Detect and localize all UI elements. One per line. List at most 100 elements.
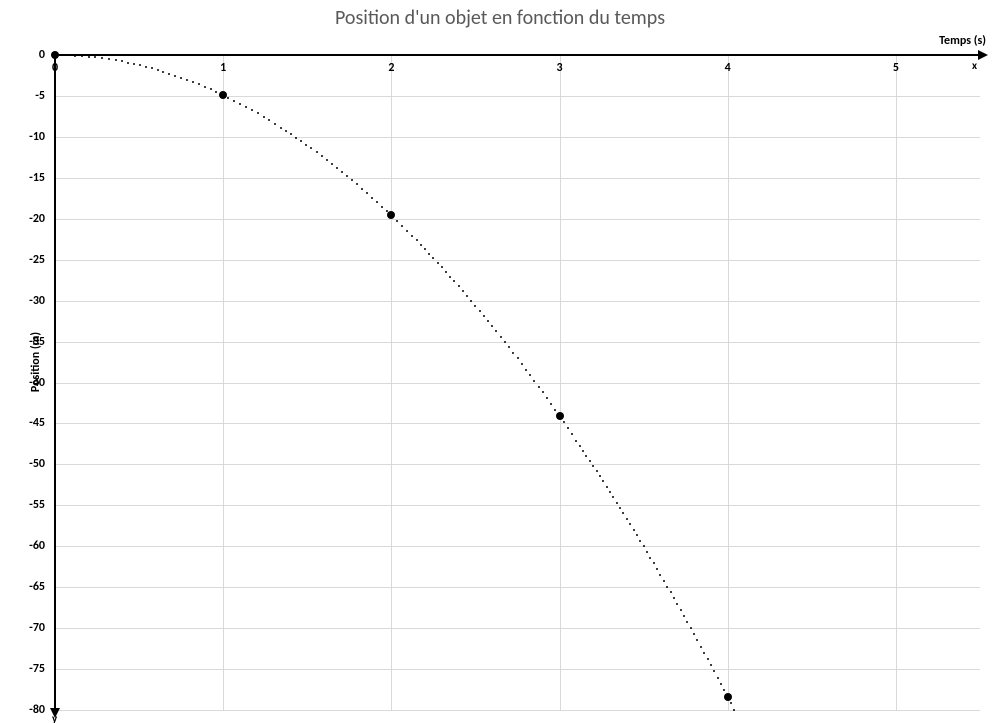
- curve-dot: [285, 130, 287, 132]
- curve-dot: [245, 106, 247, 108]
- x-axis-title: Temps (s): [939, 34, 986, 48]
- curve-dot: [612, 496, 614, 498]
- y-tick-label: -10: [0, 130, 45, 144]
- data-marker: [556, 412, 564, 420]
- y-tick-label: -70: [0, 621, 45, 635]
- curve-dot: [575, 440, 577, 442]
- curve-dot: [512, 352, 514, 354]
- curve-dot: [666, 586, 668, 588]
- y-tick-label: -5: [0, 89, 45, 103]
- curve-dot: [599, 475, 601, 477]
- x-axis-arrow-icon: [978, 50, 988, 60]
- curve-dot: [529, 374, 531, 376]
- curve-dot: [88, 56, 90, 58]
- curve-dot: [619, 507, 621, 509]
- horizontal-gridline: [55, 137, 980, 138]
- curve-dot: [616, 502, 618, 504]
- curve-dot: [274, 123, 276, 125]
- vertical-gridline: [896, 55, 897, 710]
- horizontal-gridline: [55, 301, 980, 302]
- horizontal-gridline: [55, 342, 980, 343]
- curve-dot: [670, 591, 672, 593]
- curve-dot: [717, 677, 719, 679]
- curve-dot: [227, 97, 229, 99]
- curve-dot: [305, 144, 307, 146]
- curve-dot: [683, 615, 685, 617]
- curve-dot: [133, 63, 135, 65]
- vertical-gridline: [223, 55, 224, 710]
- curve-dot: [633, 529, 635, 531]
- curve-dot: [233, 100, 235, 102]
- curve-dot: [310, 147, 312, 149]
- curve-dot: [609, 491, 611, 493]
- horizontal-gridline: [55, 505, 980, 506]
- curve-dot: [653, 562, 655, 564]
- curve-dot: [192, 81, 194, 83]
- curve-dot: [336, 167, 338, 169]
- curve-dot: [424, 248, 426, 250]
- curve-dot: [500, 336, 502, 338]
- curve-dot: [622, 512, 624, 514]
- y-tick-label: -35: [0, 335, 45, 349]
- curve-dot: [441, 266, 443, 268]
- curve-dot: [563, 421, 565, 423]
- curve-dot: [663, 580, 665, 582]
- curve-dot: [521, 363, 523, 365]
- curve-dot: [186, 79, 188, 81]
- curve-dot: [606, 486, 608, 488]
- curve-dot: [589, 460, 591, 462]
- curve-dot: [643, 545, 645, 547]
- y-tick-label: -20: [0, 212, 45, 226]
- curve-dot: [592, 465, 594, 467]
- curve-dot: [495, 330, 497, 332]
- curve-dot: [517, 357, 519, 359]
- y-tick-label: -55: [0, 498, 45, 512]
- data-marker: [387, 211, 395, 219]
- curve-dot: [239, 103, 241, 105]
- curve-dot: [649, 557, 651, 559]
- curve-dot: [168, 73, 170, 75]
- y-tick-label: -40: [0, 376, 45, 390]
- curve-dot: [127, 62, 129, 64]
- horizontal-gridline: [55, 628, 980, 629]
- curve-dot: [542, 391, 544, 393]
- data-marker: [724, 693, 732, 701]
- curve-dot: [263, 116, 265, 118]
- x-axis-end-label: x: [972, 59, 977, 72]
- horizontal-gridline: [55, 219, 980, 220]
- curve-dot: [331, 163, 333, 165]
- curve-dot: [703, 652, 705, 654]
- horizontal-gridline: [55, 96, 980, 97]
- curve-dot: [341, 171, 343, 173]
- curve-dot: [693, 633, 695, 635]
- curve-dot: [567, 427, 569, 429]
- curve-dot: [479, 310, 481, 312]
- y-axis-end-label: y: [52, 712, 57, 723]
- curve-dot: [406, 230, 408, 232]
- curve-dot: [280, 127, 282, 129]
- curve-dot: [366, 192, 368, 194]
- curve-dot: [81, 55, 83, 57]
- y-tick-label: -60: [0, 539, 45, 553]
- x-tick-label: 1: [220, 61, 226, 75]
- chart-title: Position d'un objet en fonction du temps: [0, 6, 1000, 30]
- curve-dot: [546, 397, 548, 399]
- vertical-gridline: [560, 55, 561, 710]
- curve-dot: [381, 206, 383, 208]
- x-tick-label: 5: [893, 61, 899, 75]
- curve-dot: [723, 689, 725, 691]
- curve-dot: [680, 609, 682, 611]
- curve-dot: [453, 280, 455, 282]
- curve-dot: [673, 597, 675, 599]
- curve-dot: [462, 290, 464, 292]
- curve-dot: [626, 518, 628, 520]
- x-axis-line: [55, 54, 980, 56]
- curve-dot: [157, 69, 159, 71]
- curve-dot: [371, 197, 373, 199]
- curve-dot: [656, 568, 658, 570]
- curve-dot: [432, 257, 434, 259]
- curve-dot: [215, 91, 217, 93]
- y-tick-label: -25: [0, 253, 45, 267]
- curve-dot: [585, 455, 587, 457]
- horizontal-gridline: [55, 669, 980, 670]
